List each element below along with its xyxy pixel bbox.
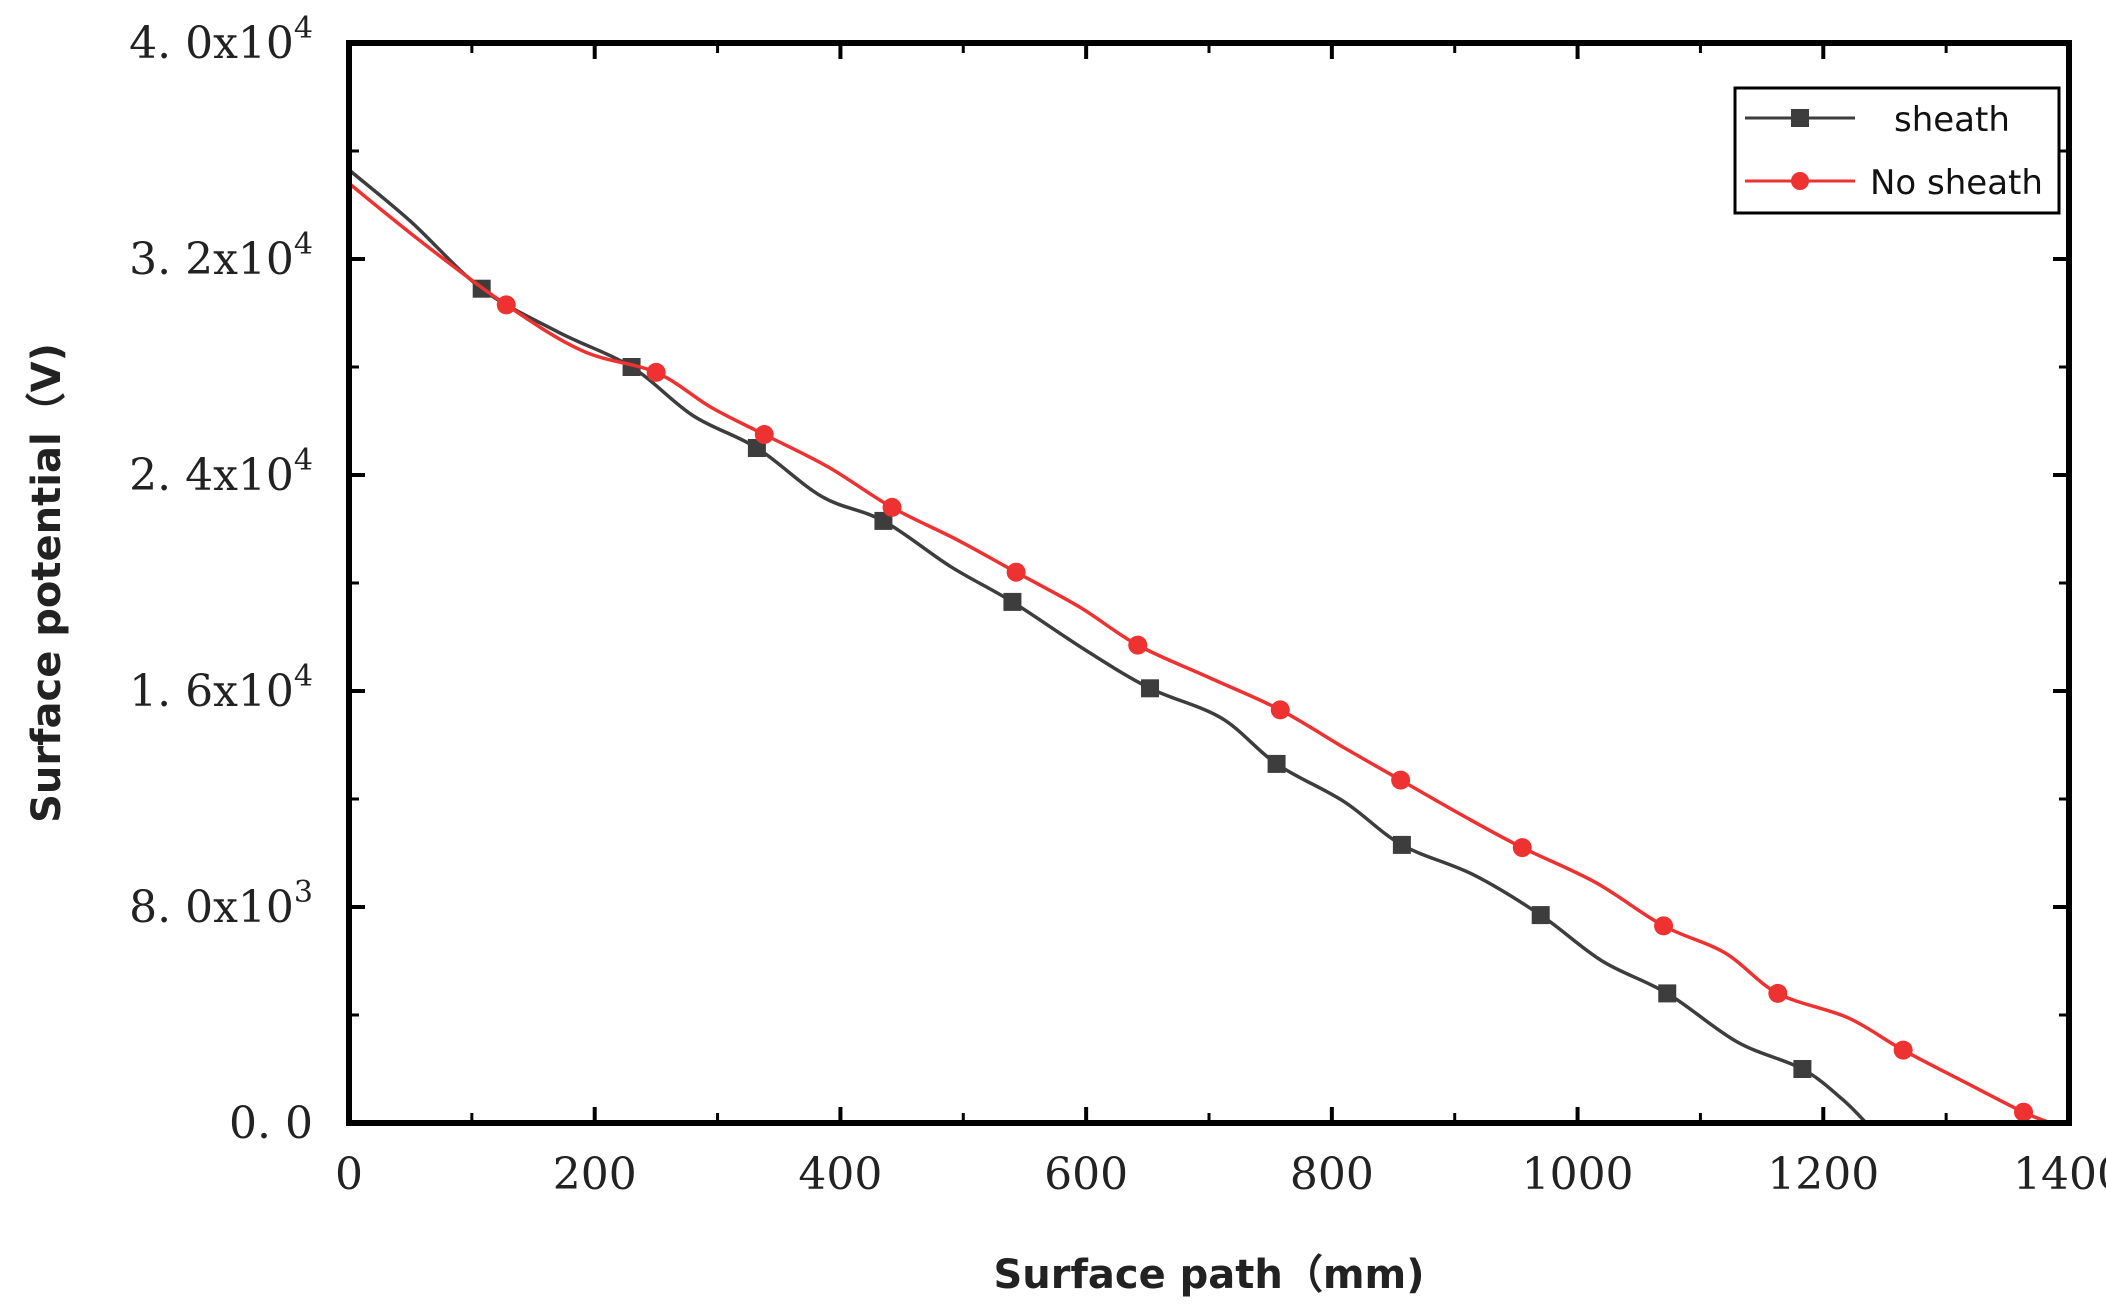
data-point — [1512, 838, 1532, 858]
series-sheath — [347, 168, 1868, 1125]
y-tick-label: 3. 2x104 — [129, 227, 313, 285]
y-tick-label: 1. 6x104 — [129, 659, 313, 717]
x-tick-label: 200 — [553, 1149, 637, 1200]
y-tick-label: 2. 4x104 — [129, 443, 313, 501]
x-tick-label: 0 — [335, 1149, 363, 1200]
x-tick-label: 1200 — [1767, 1149, 1879, 1200]
data-point — [1267, 754, 1286, 773]
data-point — [1391, 770, 1411, 790]
data-point — [1141, 679, 1160, 698]
x-tick-label: 1000 — [1522, 1149, 1634, 1200]
series-line — [347, 182, 2052, 1125]
data-point — [1392, 835, 1411, 854]
legend: sheath No sheath — [1733, 86, 2061, 215]
data-point — [1768, 983, 1788, 1003]
data-point — [1893, 1040, 1913, 1060]
data-point — [1654, 916, 1674, 936]
data-point — [1531, 906, 1550, 925]
plot-frame — [346, 40, 2072, 1126]
x-tick-label: 800 — [1290, 1149, 1374, 1200]
data-point — [1128, 635, 1148, 655]
data-point — [754, 425, 774, 444]
legend-marker-sheath — [1791, 109, 1809, 127]
x-tick-label: 600 — [1044, 1149, 1128, 1200]
data-point — [2014, 1102, 2034, 1122]
legend-label-no-sheath: No sheath — [1870, 163, 2043, 203]
data-point — [496, 295, 516, 315]
data-point — [1658, 984, 1677, 1003]
series-line — [347, 168, 1868, 1125]
legend-box — [1733, 86, 2061, 215]
data-point — [1003, 592, 1022, 611]
data-point — [882, 497, 902, 517]
data-point — [646, 362, 666, 382]
y-tick-label: 8. 0x103 — [129, 875, 313, 933]
data-point — [1793, 1060, 1812, 1078]
x-tick-label: 400 — [798, 1149, 882, 1200]
x-axis-title: Surface path（mm) — [993, 1252, 1424, 1298]
series-layer — [347, 168, 2052, 1125]
y-tick-label: 4. 0x104 — [129, 11, 313, 69]
y-axis-title: Surface potential（V) — [24, 343, 70, 823]
data-point — [1006, 562, 1026, 582]
y-tick-label: 0. 0 — [229, 1098, 313, 1149]
legend-label-sheath: sheath — [1894, 100, 2010, 140]
data-point — [1270, 700, 1290, 720]
series-no-sheath — [347, 182, 2052, 1125]
legend-marker-no-sheath — [1791, 172, 1809, 190]
data-point — [874, 511, 893, 530]
